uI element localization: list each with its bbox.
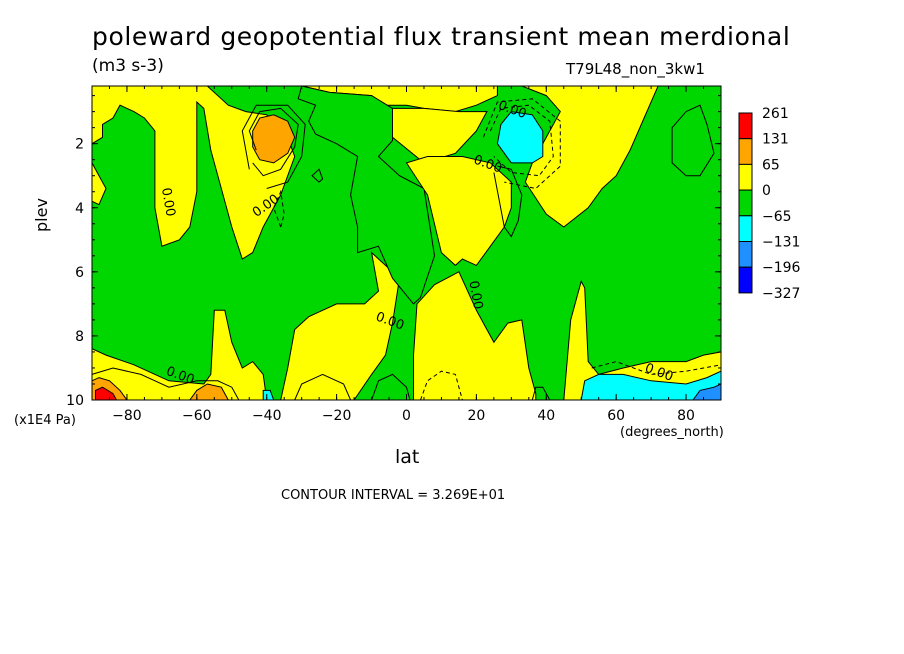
colorbar-swatch	[738, 138, 753, 165]
contour-dash-5	[591, 361, 722, 375]
contour-line-8	[531, 386, 551, 401]
contour-line-2	[241, 104, 306, 189]
run-label: T79L48_non_3kw1	[566, 60, 705, 78]
colorbar-swatch	[738, 189, 753, 217]
region-positive-lower	[280, 251, 401, 401]
colorbar-label: −65	[762, 209, 792, 225]
contour-line-1	[248, 107, 299, 177]
y-tick-label: 2	[75, 137, 84, 153]
contour-dash-3	[482, 98, 561, 190]
colorbar-swatch	[738, 241, 753, 268]
contour-label: 0.00	[158, 187, 178, 218]
x-tick-label: −80	[112, 408, 142, 424]
colorbar-swatch	[738, 266, 753, 294]
contour-line-7	[371, 373, 411, 401]
colorbar-label: 65	[762, 157, 780, 173]
x-tick-label: 40	[537, 408, 555, 424]
x-tick-label: 0	[402, 408, 411, 424]
y-tick-label: 10	[66, 393, 84, 409]
max-orange-upper	[252, 114, 296, 164]
min-cyan-upper	[496, 111, 544, 164]
x-tick-label: 20	[467, 408, 485, 424]
colorbar-label: 131	[762, 132, 789, 148]
colorbar-swatch	[738, 112, 753, 140]
y-axis-label: plev	[32, 198, 51, 232]
contour-fields	[91, 85, 722, 401]
region-positive-wedge	[392, 107, 488, 164]
x-tick-label: 80	[677, 408, 695, 424]
contour-dash-1	[273, 189, 285, 228]
colorbar-label: −196	[762, 260, 801, 276]
x-tick-label: −60	[182, 408, 212, 424]
colorbar-label: −131	[762, 235, 800, 251]
y-tick-label: 8	[75, 329, 84, 345]
y-tick-label: 6	[75, 265, 84, 281]
x-axis-units: (degrees_north)	[620, 425, 724, 440]
contour-dash-2	[489, 104, 554, 177]
colorbar: 261 131 65 0 −65 −131 −196 −327	[738, 106, 801, 302]
region-negative-northpole	[671, 104, 715, 177]
x-tick-label: −40	[252, 408, 282, 424]
contour-interval: CONTOUR INTERVAL = 3.269E+01	[281, 488, 506, 503]
contour-dash-4	[420, 370, 463, 401]
region-positive-center	[405, 156, 512, 267]
y-axis: 2 4 6 8 10	[66, 95, 721, 409]
x-axis-label: lat	[395, 446, 420, 468]
colorbar-swatch	[738, 215, 753, 243]
contour-line-5	[91, 367, 240, 401]
x-tick-label: −20	[322, 408, 352, 424]
y-tick-label: 4	[75, 201, 84, 217]
contour-line-6	[294, 373, 352, 401]
x-tick-label: 60	[607, 408, 625, 424]
colorbar-label: 0	[762, 183, 771, 199]
colorbar-label: −327	[762, 286, 800, 302]
contour-line-3	[311, 168, 324, 183]
contour-label: 0.00	[465, 280, 485, 311]
chart-units: (m3 s-3)	[92, 56, 164, 76]
colorbar-swatch	[738, 163, 753, 191]
colorbar-label: 261	[762, 106, 789, 122]
contour-line-4	[493, 165, 523, 238]
chart-title: poleward geopotential flux transient mea…	[92, 22, 791, 51]
x-axis: −80 −60 −40 −20 0 20 40 60 80	[91, 86, 722, 424]
y-axis-units: (x1E4 Pa)	[14, 413, 76, 428]
